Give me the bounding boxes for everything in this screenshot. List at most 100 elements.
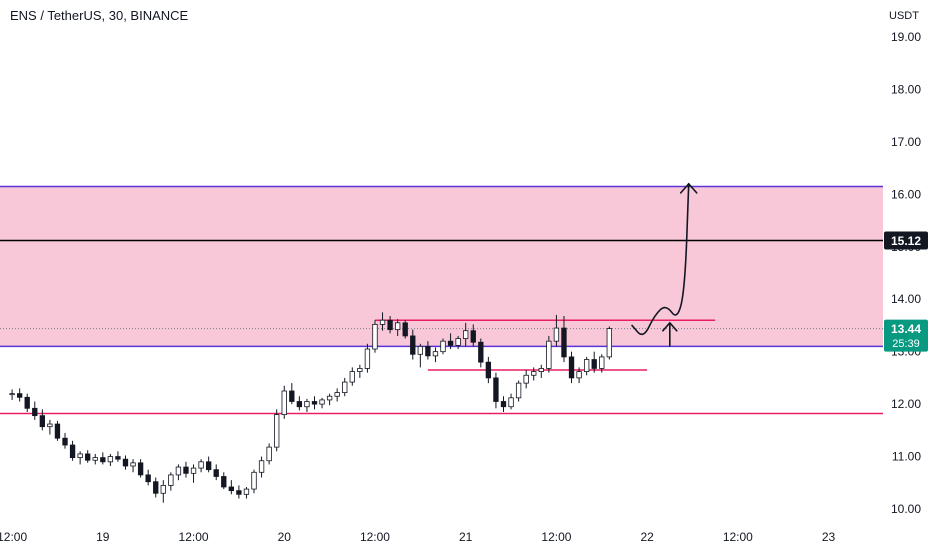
candle (326, 393, 333, 406)
candle (62, 432, 68, 449)
candle (24, 393, 30, 412)
candle-body (213, 469, 219, 477)
candle-body (364, 348, 371, 369)
candle (417, 343, 424, 368)
y-tick-label: 10.00 (891, 502, 921, 516)
candle (410, 329, 416, 360)
candle-body (576, 371, 582, 379)
candle (32, 401, 38, 420)
candle (137, 459, 144, 478)
candle (349, 367, 355, 386)
candle (145, 469, 151, 486)
y-tick-label: 17.00 (891, 135, 921, 149)
candle (274, 409, 280, 452)
candle-body (175, 466, 182, 476)
candle (463, 322, 469, 347)
candle-body (266, 446, 272, 462)
candle-body (100, 457, 106, 463)
y-tick-label: 18.00 (891, 82, 921, 96)
candle-body (425, 346, 431, 357)
candle-body (553, 327, 560, 342)
candle-body (39, 415, 46, 428)
price-badges: 15.12 13.44 25:39 (884, 231, 928, 352)
candle-body (402, 322, 408, 337)
x-axis[interactable]: 12:00 19 12:00 20 12:00 21 12:00 22 12:00 23 (0, 530, 836, 544)
candle (531, 367, 537, 381)
candle-body (478, 341, 484, 363)
candle (470, 324, 476, 347)
y-tick-label: 11.00 (892, 450, 921, 464)
candle (266, 443, 272, 465)
y-tick-label: 12.00 (891, 397, 921, 411)
candle-body (606, 328, 612, 358)
candle-body (394, 322, 401, 331)
candle (311, 396, 318, 410)
candle-body (160, 484, 166, 494)
candle-body (561, 327, 567, 358)
candle-body (205, 461, 212, 471)
candle-body (599, 356, 605, 369)
candle (387, 316, 393, 334)
candle (198, 459, 204, 473)
candle-body (349, 371, 355, 383)
candle-body (410, 335, 416, 355)
x-tick-label: 22 (640, 530, 654, 544)
candle (394, 319, 401, 336)
candle (432, 347, 439, 363)
candle-body (92, 457, 98, 461)
last-price-countdown: 25:39 (892, 338, 920, 350)
candle (39, 409, 46, 431)
candle (243, 486, 250, 499)
candle (130, 459, 136, 473)
candle-body (16, 393, 23, 398)
candle (447, 333, 454, 350)
candle (425, 341, 431, 360)
candle-body (432, 351, 439, 357)
candle-body (372, 323, 378, 350)
x-tick-label: 12:00 (541, 530, 571, 544)
candle (372, 320, 378, 353)
candle-body (523, 374, 529, 384)
candle (357, 364, 363, 378)
candle (221, 472, 227, 490)
candle-body (130, 462, 136, 467)
candle (281, 385, 287, 419)
x-tick-label: 12:00 (0, 530, 27, 544)
y-axis[interactable]: USDT10.0011.0012.0013.0014.0015.0016.001… (883, 0, 932, 550)
x-tick-label: 21 (459, 530, 473, 544)
candle-body (281, 390, 287, 416)
candle (591, 351, 597, 373)
candle-body (289, 390, 295, 402)
candle-body (62, 437, 68, 446)
x-tick-label: 23 (822, 530, 836, 544)
candle-body (447, 340, 454, 346)
candle-body (311, 401, 318, 405)
candle-body (583, 359, 590, 372)
candle-body (115, 456, 121, 460)
candle-body (531, 371, 537, 376)
candle (342, 377, 348, 397)
candle-body (546, 340, 552, 369)
candle-body (591, 359, 597, 369)
candle-body (342, 381, 348, 393)
candle (190, 464, 197, 483)
x-tick-label: 12:00 (360, 530, 390, 544)
candle (100, 452, 106, 465)
candle-body (319, 399, 325, 405)
candle (515, 380, 522, 402)
candle-body (137, 462, 144, 476)
candle-body (122, 458, 129, 467)
candle (576, 367, 582, 384)
candle (289, 383, 295, 405)
candle-body (515, 382, 522, 399)
y-axis-background (883, 0, 932, 550)
candle-body (304, 401, 310, 408)
candle-body (236, 490, 242, 495)
chart-title: ENS / TetherUS, 30, BINANCE (10, 8, 189, 23)
candle-body (568, 356, 575, 379)
candle-body (455, 338, 461, 346)
candle-body (470, 330, 476, 343)
candle (115, 451, 121, 462)
